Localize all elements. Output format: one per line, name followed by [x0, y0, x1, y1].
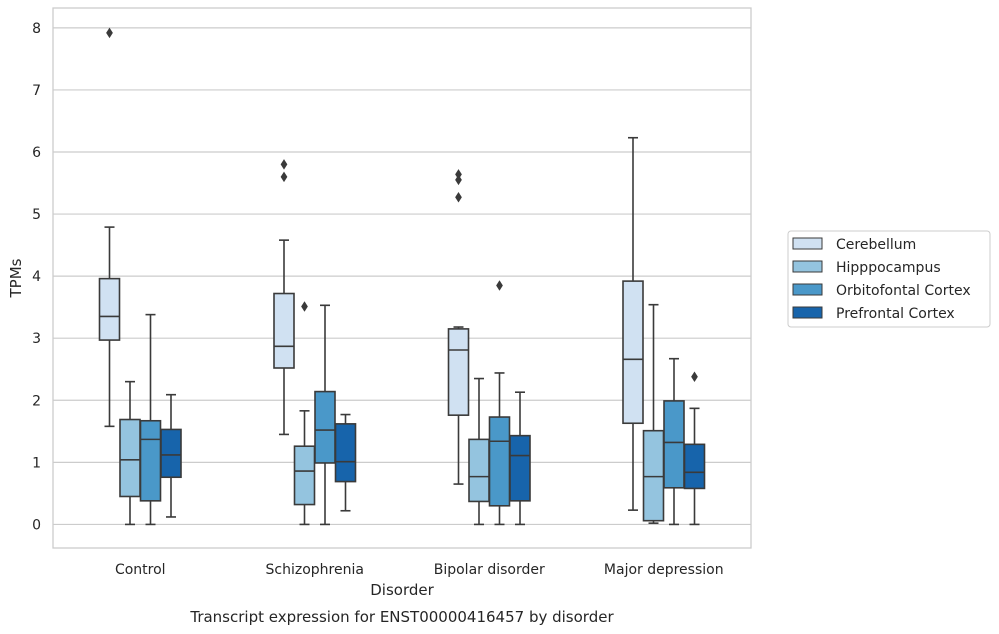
box-body — [334, 423, 357, 483]
box-body — [98, 277, 121, 341]
y-tick-label: 4 — [32, 269, 41, 285]
box-body — [160, 428, 182, 479]
y-tick-label: 2 — [32, 393, 41, 409]
outlier-point — [455, 169, 462, 180]
x-axis-ticks: Control Schizophrenia Bipolar disorder Majo… — [115, 562, 724, 578]
outlier-point — [455, 192, 462, 203]
x-tick-label: Bipolar disorder — [434, 562, 545, 578]
outlier-point — [106, 27, 113, 39]
y-tick-label: 3 — [32, 331, 41, 347]
plot-area-frame — [52, 7, 752, 549]
box — [447, 169, 470, 485]
x-axis-label: Disorder — [370, 581, 434, 599]
box — [509, 391, 531, 526]
box-body — [622, 280, 644, 425]
box — [683, 371, 706, 526]
y-axis-label: TPMs — [7, 258, 25, 298]
box — [98, 27, 121, 428]
x-tick-label: Control — [115, 562, 166, 578]
box-series — [98, 27, 706, 526]
box-body — [663, 400, 685, 489]
legend-swatch — [792, 237, 823, 250]
legend-label: Hipppocampus — [836, 260, 941, 276]
box — [160, 393, 182, 518]
legend-label: Prefrontal Cortex — [836, 306, 955, 322]
x-tick-label: Major depression — [604, 562, 724, 578]
outlier-point — [280, 159, 288, 170]
y-tick-label: 7 — [32, 83, 41, 99]
box-body — [468, 438, 490, 503]
outlier-point — [691, 371, 698, 382]
box-body — [509, 434, 531, 502]
box — [119, 380, 141, 526]
y-tick-label: 5 — [32, 207, 41, 223]
box-body — [293, 445, 316, 506]
outlier-point — [496, 280, 503, 291]
box — [663, 357, 685, 526]
y-axis-ticks: 0 1 2 3 4 5 6 7 8 — [32, 21, 41, 534]
outlier-point — [455, 174, 462, 186]
legend-frame — [787, 230, 991, 328]
box — [314, 304, 336, 526]
y-tick-label: 0 — [32, 517, 41, 533]
y-tick-label: 1 — [32, 455, 41, 471]
legend-label: Orbitofontal Cortex — [836, 283, 971, 299]
y-tick-label: 8 — [32, 21, 41, 37]
legend-swatch — [792, 260, 823, 273]
outlier-point — [280, 171, 288, 183]
legend-label: Cerebellum — [836, 237, 916, 253]
box-body — [119, 418, 141, 498]
box — [334, 413, 357, 512]
legend-swatch — [792, 283, 823, 296]
box — [642, 303, 665, 524]
box-body — [273, 292, 295, 369]
x-tick-label: Schizophrenia — [266, 562, 364, 578]
box-body — [488, 416, 511, 507]
box — [139, 313, 162, 526]
box-body — [314, 390, 336, 464]
box — [273, 159, 295, 436]
legend: Cerebellum Hipppocampus Orbitofontal Corte… — [787, 230, 991, 328]
box — [468, 377, 490, 526]
legend-swatch — [792, 306, 823, 319]
y-tick-label: 6 — [32, 145, 41, 161]
box — [488, 280, 511, 526]
box — [293, 301, 316, 526]
box-body — [683, 443, 706, 490]
outlier-point — [301, 301, 308, 312]
chart-title: Transcript expression for ENST0000041645… — [189, 608, 614, 626]
box-body — [447, 328, 470, 416]
box — [622, 136, 644, 511]
box-body — [139, 419, 162, 502]
box-body — [642, 429, 665, 522]
